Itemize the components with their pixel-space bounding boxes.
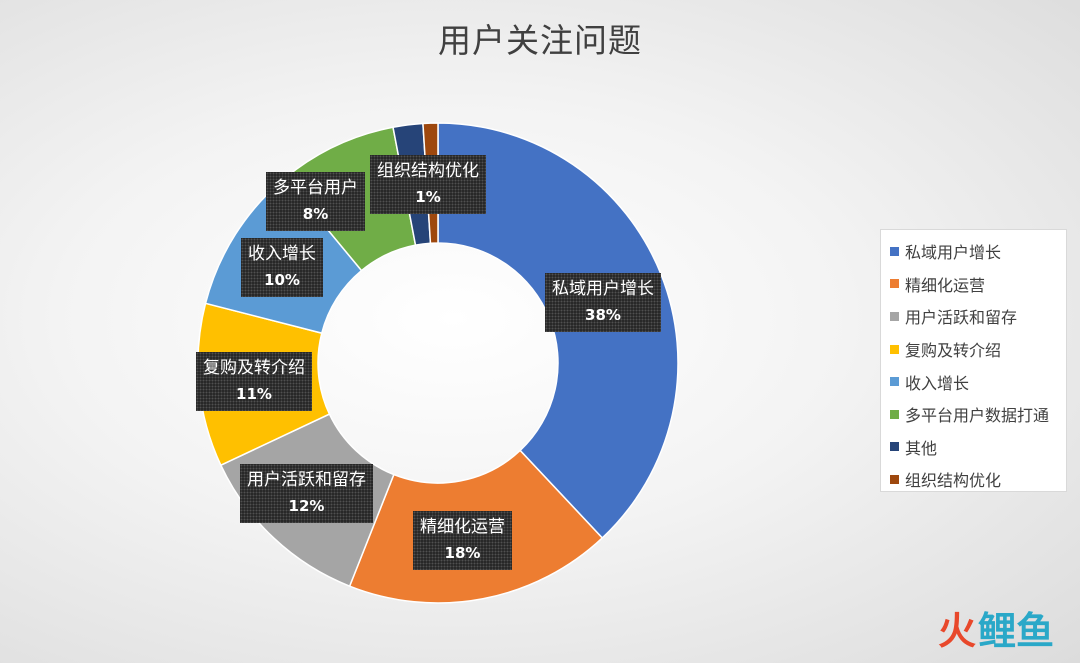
watermark-text: 鲤鱼 xyxy=(977,609,1054,653)
data-label-4: 收入增长 10% xyxy=(241,238,323,297)
data-label-5: 多平台用户 8% xyxy=(266,172,365,231)
legend-item: 组织结构优化 xyxy=(881,463,1066,496)
legend-item: 复购及转介绍 xyxy=(881,333,1066,366)
legend-swatch xyxy=(890,344,899,354)
legend-item: 其他 xyxy=(881,431,1066,464)
legend-swatch xyxy=(890,474,899,484)
legend-item: 用户活跃和留存 xyxy=(881,300,1066,333)
legend-item: 私域用户增长 xyxy=(881,235,1066,268)
legend-item: 收入增长 xyxy=(881,365,1066,398)
data-label-name: 多平台用户 xyxy=(273,178,358,198)
legend-label: 精细化运营 xyxy=(905,275,986,295)
legend-label: 其他 xyxy=(905,438,938,458)
data-label-name: 收入增长 xyxy=(248,244,316,264)
legend-label: 收入增长 xyxy=(905,373,970,393)
data-label-value: 38% xyxy=(585,306,621,324)
data-label-3: 复购及转介绍 11% xyxy=(196,352,312,411)
legend-item: 多平台用户数据打通 xyxy=(881,398,1066,431)
data-label-name: 精细化运营 xyxy=(420,517,505,537)
data-label-name: 复购及转介绍 xyxy=(203,358,305,378)
data-label-name: 私域用户增长 xyxy=(552,279,654,299)
data-label-name: 用户活跃和留存 xyxy=(247,470,366,490)
legend-swatch xyxy=(890,377,899,387)
legend-swatch xyxy=(890,311,899,321)
data-label-value: 11% xyxy=(236,385,272,403)
data-label-1: 精细化运营 18% xyxy=(413,511,512,570)
data-label-2: 用户活跃和留存 12% xyxy=(240,464,373,523)
data-label-value: 10% xyxy=(264,271,300,289)
data-label-0: 私域用户增长 38% xyxy=(545,273,661,332)
watermark-fire: 火 xyxy=(937,609,976,653)
legend-label: 组织结构优化 xyxy=(905,471,1002,491)
chart-title: 用户关注问题 xyxy=(438,21,642,60)
legend-label: 私域用户增长 xyxy=(905,243,1002,263)
legend-swatch xyxy=(890,409,899,419)
data-label-value: 12% xyxy=(288,497,325,515)
data-label-7: 组织结构优化 1% xyxy=(370,155,486,214)
legend-item: 精细化运营 xyxy=(881,268,1066,301)
legend-swatch xyxy=(890,246,899,256)
legend: 私域用户增长 精细化运营用户活跃和留存 复购及转介绍 收入增长多平台用户数据打通 其他组… xyxy=(880,229,1067,492)
data-label-value: 8% xyxy=(302,205,329,223)
legend-swatch xyxy=(890,279,899,289)
legend-label: 多平台用户数据打通 xyxy=(905,406,1050,426)
data-label-value: 18% xyxy=(444,544,481,562)
legend-label: 复购及转介绍 xyxy=(905,341,1002,361)
legend-label: 用户活跃和留存 xyxy=(905,308,1018,328)
data-label-value: 1% xyxy=(415,188,441,206)
data-label-name: 组织结构优化 xyxy=(377,161,479,181)
watermark-logo: 火 鲤鱼 xyxy=(938,600,1054,655)
legend-swatch xyxy=(890,442,899,452)
